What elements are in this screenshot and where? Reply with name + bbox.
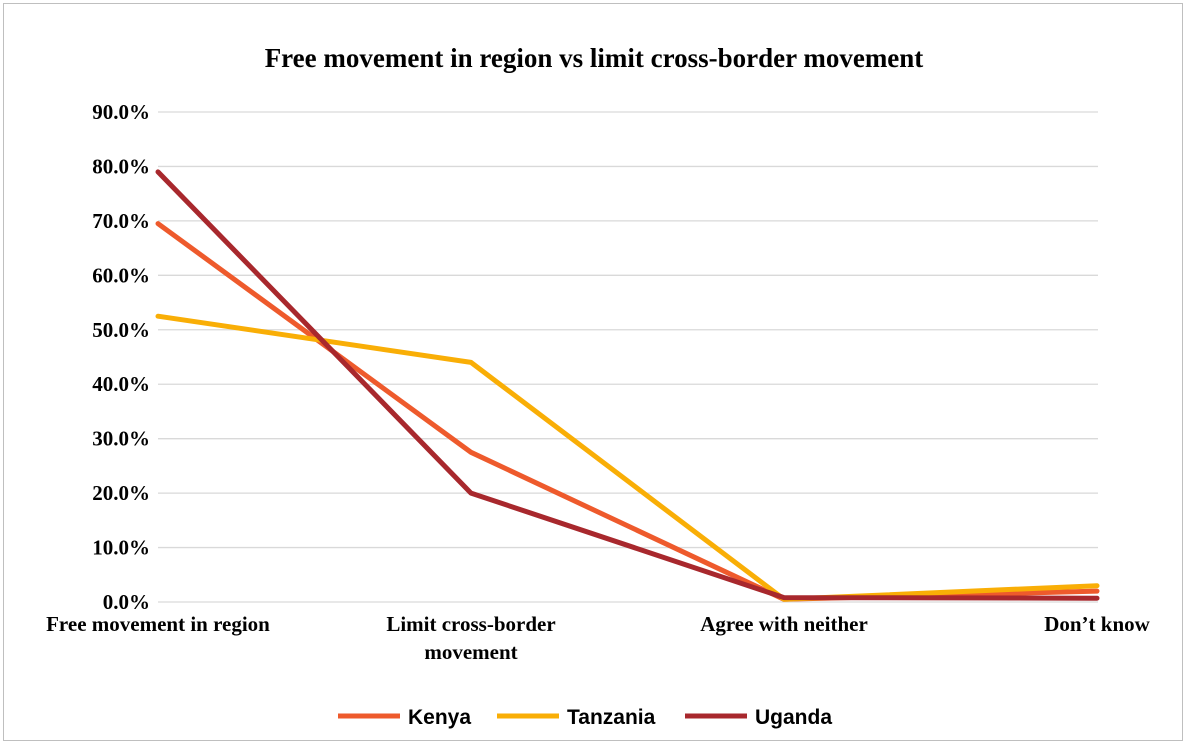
legend: Kenya Tanzania Uganda — [338, 706, 832, 729]
y-tick-label: 50.0% — [92, 318, 150, 342]
y-tick-label: 0.0% — [103, 590, 150, 614]
series-line-uganda — [155, 169, 1100, 601]
x-tick-label: Free movement in region — [46, 612, 270, 636]
series-lines — [155, 169, 1100, 602]
y-tick-label: 40.0% — [92, 372, 150, 396]
y-tick-label: 70.0% — [92, 209, 150, 233]
y-tick-label: 90.0% — [92, 100, 150, 124]
x-tick-label: Limit cross-border movement — [386, 612, 555, 664]
legend-label: Tanzania — [567, 706, 656, 729]
gridlines — [158, 111, 1098, 603]
chart-frame — [3, 3, 1183, 741]
x-tick-label: Don’t know — [1044, 612, 1150, 636]
legend-item-uganda: Uganda — [685, 706, 832, 729]
legend-label: Uganda — [755, 706, 832, 729]
y-tick-label: 30.0% — [92, 427, 150, 451]
x-tick-label: Agree with neither — [700, 612, 868, 636]
y-tick-label: 20.0% — [92, 481, 150, 505]
y-tick-label: 10.0% — [92, 536, 150, 560]
y-tick-label: 80.0% — [92, 154, 150, 178]
series-line-tanzania — [155, 313, 1100, 602]
legend-label: Kenya — [408, 706, 471, 729]
y-axis-ticks: 0.0% 10.0% 20.0% 30.0% 40.0% 50.0% 60.0% 70.0% 8… — [92, 100, 150, 614]
legend-item-kenya: Kenya — [338, 706, 471, 729]
chart-title: Free movement in region vs limit cross-b… — [265, 43, 924, 73]
x-axis-ticks: Free movement in region Limit cross-borde… — [46, 612, 1151, 664]
legend-item-tanzania: Tanzania — [497, 706, 656, 729]
y-tick-label: 60.0% — [92, 263, 150, 287]
